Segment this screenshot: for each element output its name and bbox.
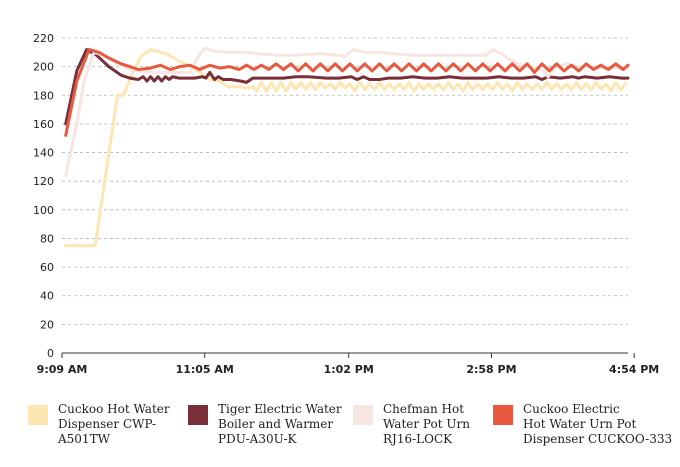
series-line-3 — [64, 46, 630, 177]
legend-label: Cuckoo Hot Water Dispenser CWP- A501TW — [58, 402, 170, 446]
series-lines — [64, 46, 630, 248]
legend-swatch — [493, 405, 513, 425]
legend-item: Cuckoo Electric Hot Water Urn Pot Dispen… — [493, 402, 678, 447]
legend: Cuckoo Hot Water Dispenser CWP- A501TW Ti… — [28, 402, 678, 447]
y-tick-label: 200 — [33, 61, 54, 74]
y-tick-label: 220 — [33, 32, 54, 45]
legend-swatch — [188, 405, 208, 425]
legend-item: Chefman Hot Water Pot Urn RJ16-LOCK — [353, 402, 493, 447]
y-tick-label: 120 — [33, 175, 54, 188]
legend-label: Cuckoo Electric Hot Water Urn Pot Dispen… — [523, 402, 673, 446]
y-tick-label: 20 — [40, 318, 54, 331]
y-tick-label: 60 — [40, 261, 54, 274]
legend-label: Tiger Electric Water Boiler and Warmer P… — [218, 402, 342, 446]
y-tick-label: 160 — [33, 118, 54, 131]
x-tick-label: 9:09 AM — [37, 363, 88, 376]
y-tick-label: 100 — [33, 204, 54, 217]
legend-swatch — [28, 405, 48, 425]
y-tick-label: 140 — [33, 147, 54, 160]
series-line-2 — [64, 48, 630, 126]
x-tick-label: 2:58 PM — [466, 363, 516, 376]
y-tick-label: 0 — [47, 347, 54, 360]
legend-swatch — [353, 405, 373, 425]
legend-label: Chefman Hot Water Pot Urn RJ16-LOCK — [383, 402, 470, 446]
y-tick-label: 180 — [33, 89, 54, 102]
legend-item: Cuckoo Hot Water Dispenser CWP- A501TW — [28, 402, 188, 447]
x-tick-label: 1:02 PM — [324, 363, 374, 376]
x-tick-label: 4:54 PM — [609, 363, 659, 376]
y-axis-ticks: 0 20 40 60 80 100 120 140 160 180 200 220 — [33, 32, 54, 360]
y-tick-label: 40 — [40, 290, 54, 303]
series-line-4 — [64, 48, 630, 137]
x-tick-label: 11:05 AM — [176, 363, 234, 376]
legend-item: Tiger Electric Water Boiler and Warmer P… — [188, 402, 353, 447]
y-tick-label: 80 — [40, 232, 54, 245]
x-axis: 9:09 AM 11:05 AM 1:02 PM 2:58 PM 4:54 PM — [37, 352, 659, 376]
series-line-1 — [64, 48, 627, 248]
line-chart: 0 20 40 60 80 100 120 140 160 180 200 220 9:09 AM 11… — [33, 32, 659, 376]
